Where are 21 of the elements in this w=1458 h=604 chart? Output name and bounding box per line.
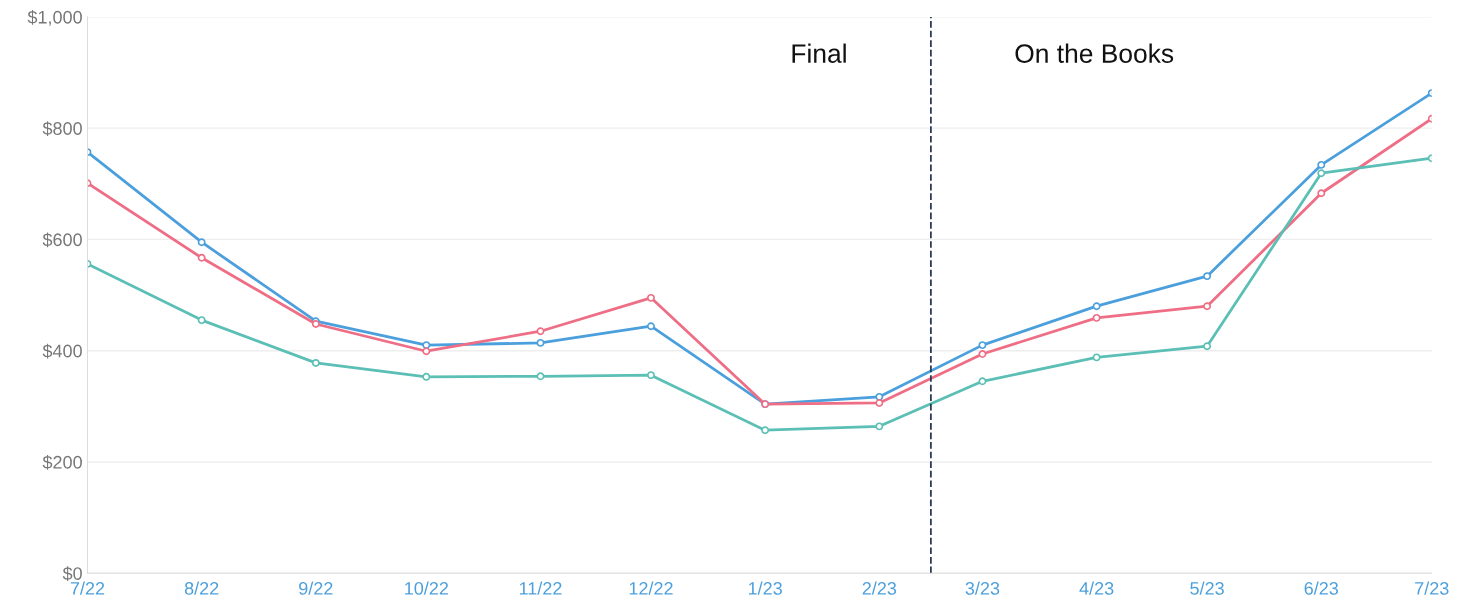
x-tick-label: 2/23	[862, 581, 897, 595]
x-tick-label: 10/22	[405, 581, 448, 595]
y-tick-label: $0	[62, 566, 82, 581]
x-tick-label: 12/22	[629, 581, 673, 595]
x-tick-label: 7/23	[1415, 581, 1449, 595]
x-tick-label: 8/22	[184, 581, 219, 595]
x-tick-label: 6/23	[1304, 581, 1339, 595]
x-tick-label: 3/23	[965, 581, 1000, 595]
y-tick-label: $600	[42, 232, 82, 248]
x-tick-label: 7/22	[70, 581, 105, 595]
annotation: Final	[792, 43, 846, 63]
x-tick-label: 11/22	[519, 581, 562, 595]
y-tick-label: $800	[42, 121, 82, 136]
y-tick-label: $1,000	[27, 10, 82, 26]
x-tick-label: 9/22	[299, 581, 333, 595]
y-tick-label: $200	[42, 455, 82, 470]
annotation: On the Books	[1015, 43, 1174, 63]
y-tick-label: $400	[42, 343, 82, 359]
x-tick-label: 5/23	[1190, 581, 1224, 595]
x-tick-label: 1/23	[748, 581, 782, 595]
x-tick-label: 4/23	[1079, 581, 1114, 595]
